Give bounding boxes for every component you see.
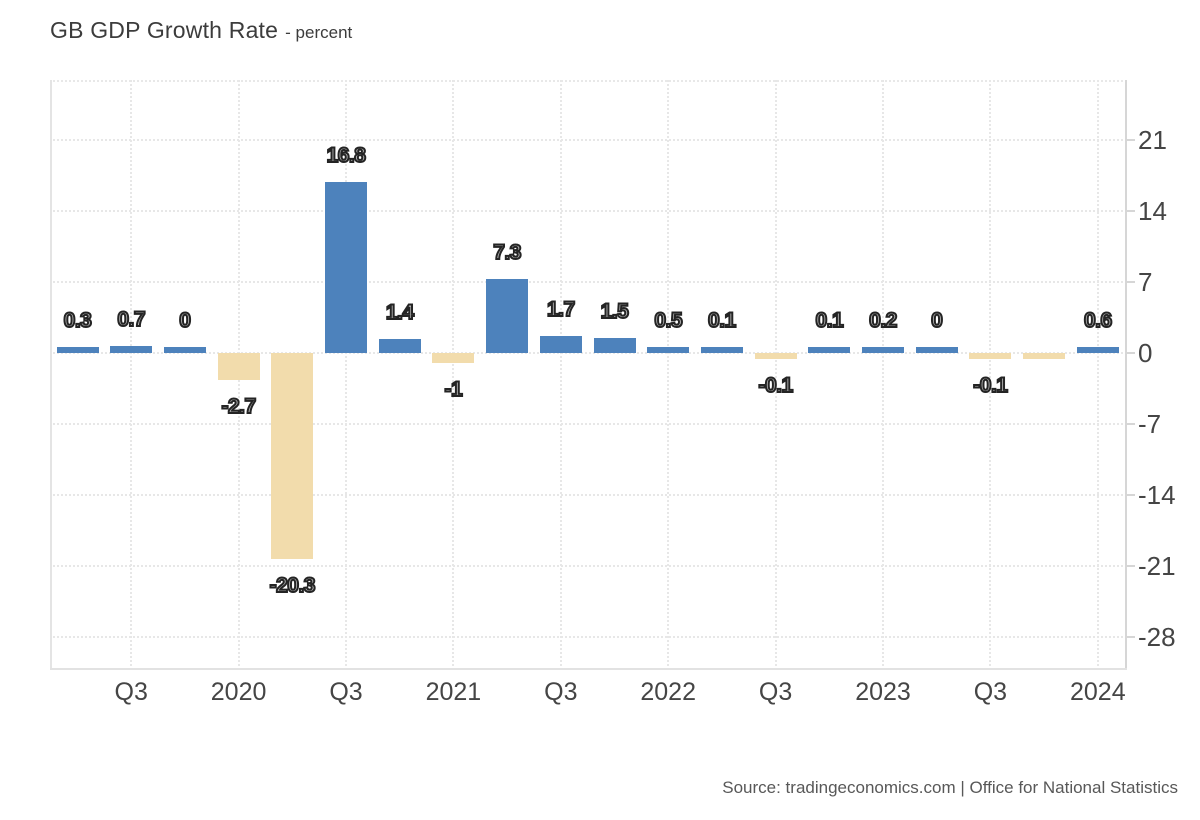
bar-value-label: 0 — [930, 308, 944, 333]
x-tick-label: Q3 — [329, 678, 363, 706]
h-gridline — [50, 494, 1127, 497]
v-gridline — [559, 80, 562, 670]
v-gridline — [882, 80, 884, 670]
x-axis-line — [50, 668, 1127, 670]
y-tick-mark — [1127, 209, 1135, 212]
bar-value-label: 0.2 — [868, 308, 898, 333]
bar-value-label: 1.4 — [385, 300, 415, 325]
bar-value-label: 0 — [178, 308, 192, 333]
bar-value-label: 0.3 — [63, 308, 93, 333]
y-tick-label: -21 — [1138, 551, 1176, 582]
bar[interactable] — [432, 353, 475, 364]
bar[interactable] — [56, 347, 99, 353]
x-tick-label: Q3 — [114, 678, 148, 706]
y-tick-label: -14 — [1138, 480, 1176, 511]
y-tick-mark — [1127, 138, 1135, 141]
bar[interactable] — [325, 182, 367, 353]
bar-value-label: -0.1 — [757, 373, 794, 398]
v-gridline — [130, 80, 133, 670]
v-gridline — [989, 80, 992, 670]
bar-value-label: 0.1 — [707, 308, 737, 333]
bar-value-label: -2.7 — [220, 394, 257, 419]
x-tick-label: 2023 — [855, 678, 911, 706]
x-tick-label: 2021 — [425, 678, 482, 706]
h-gridline — [50, 138, 1127, 141]
x-tick-label: Q3 — [758, 678, 793, 706]
y-tick-label: 7 — [1138, 266, 1153, 297]
h-gridline — [50, 565, 1127, 568]
h-gridline — [50, 352, 1127, 354]
h-gridline — [50, 280, 1127, 283]
y-tick-mark — [1127, 636, 1135, 639]
bar[interactable] — [163, 347, 206, 353]
source-attribution: Source: tradingeconomics.com | Office fo… — [722, 778, 1178, 797]
y-tick-label: -7 — [1138, 409, 1162, 440]
bar-value-label: 7.3 — [492, 240, 522, 265]
y-tick-label: -28 — [1138, 622, 1176, 653]
h-gridline — [50, 636, 1127, 639]
v-gridline — [1096, 80, 1099, 670]
plot-border-top — [50, 80, 1127, 82]
bar[interactable] — [647, 347, 690, 353]
bar[interactable] — [969, 353, 1012, 359]
x-tick-label: 2022 — [640, 678, 696, 706]
x-tick-label: 2020 — [210, 678, 267, 706]
bar[interactable] — [700, 347, 743, 353]
bar-value-label: 16.8 — [326, 143, 367, 168]
chart-title: GB GDP Growth Rate — [50, 17, 279, 43]
bar[interactable] — [862, 347, 904, 353]
v-gridline — [774, 80, 777, 670]
x-tick-label: Q3 — [544, 678, 578, 706]
y-tick-mark — [1127, 423, 1135, 426]
y-tick-label: 14 — [1138, 195, 1167, 226]
bar[interactable] — [593, 337, 636, 353]
bar[interactable] — [915, 347, 958, 353]
bar[interactable] — [271, 353, 314, 560]
bar[interactable] — [110, 345, 153, 353]
v-gridline — [667, 80, 670, 670]
bar[interactable] — [486, 278, 529, 353]
bar-value-label: -1 — [444, 377, 464, 402]
bar[interactable] — [1076, 346, 1119, 353]
bar-value-label: 0.6 — [1083, 308, 1113, 333]
y-tick-mark — [1127, 494, 1135, 497]
bar[interactable] — [1023, 353, 1066, 359]
h-gridline — [50, 423, 1127, 426]
bar[interactable] — [808, 347, 851, 353]
y-tick-mark — [1127, 352, 1135, 354]
v-gridline — [345, 80, 347, 670]
h-gridline — [50, 209, 1127, 212]
y-tick-label: 21 — [1138, 124, 1167, 155]
x-tick-label: Q3 — [973, 678, 1008, 706]
bar-value-label: 0.5 — [653, 308, 683, 333]
bar[interactable] — [754, 353, 797, 359]
plot-area: 0.3 0.7 0 -2.7 -20.3 16.8 1.4 -1 7.3 1.7 1.5 0.5 0.1… — [50, 80, 1127, 670]
x-tick-label: 2024 — [1069, 678, 1126, 706]
y-tick-mark — [1127, 280, 1135, 283]
bar-value-label: 0.1 — [814, 308, 844, 333]
bar-value-label: -0.1 — [972, 373, 1009, 398]
y-tick-label: 0 — [1138, 338, 1153, 368]
chart-subtitle: - percent — [285, 23, 353, 42]
bar-value-label: 0.7 — [116, 307, 146, 332]
bar[interactable] — [539, 335, 582, 353]
bar-value-label: 1.7 — [546, 297, 576, 322]
y-tick-mark — [1127, 565, 1135, 568]
chart-header: GB GDP Growth Rate - percent — [50, 17, 352, 44]
v-gridline — [452, 80, 455, 670]
plot-border-left — [50, 80, 52, 670]
bar[interactable] — [378, 338, 421, 353]
bar[interactable] — [217, 353, 260, 381]
y-axis-line — [1125, 80, 1127, 670]
bar-value-label: -20.3 — [269, 573, 317, 598]
bar-value-label: 1.5 — [600, 299, 630, 324]
